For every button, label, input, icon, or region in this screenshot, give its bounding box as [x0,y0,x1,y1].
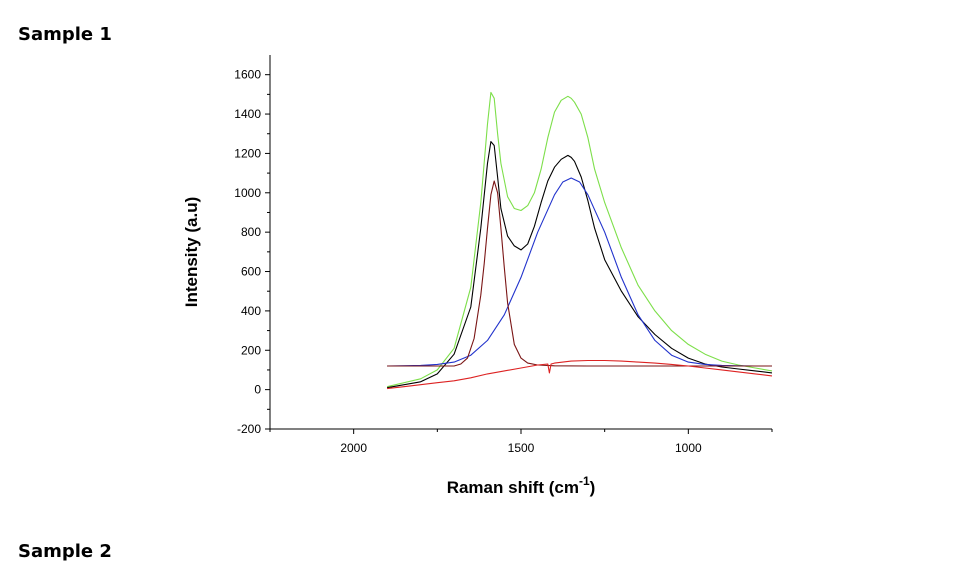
y-tick-label: 0 [254,383,261,397]
y-tick-label: 1400 [234,107,261,121]
page-heading: Sample 1 [18,24,112,45]
series-line-1 [386,91,773,388]
chart-series-group [386,91,773,390]
x-axis-label: Raman shift (cm-1) [447,474,596,497]
series-line-3 [387,177,772,367]
series-line-2 [387,141,773,389]
y-tick-label: 800 [241,225,261,239]
y-tick-label: 600 [241,265,261,279]
x-tick-label: 2000 [340,441,367,455]
x-tick-label: 1500 [508,441,535,455]
y-tick-label: 1000 [234,186,261,200]
series-line-4 [387,180,772,367]
series-line-5 [387,359,773,390]
y-axis-label: Intensity (a.u) [182,197,201,308]
x-axis-label-close: ) [590,478,596,497]
x-axis-label-main: Raman shift (cm [447,478,579,497]
chart-axes: -200 0 200 400 600 800 1000 1200 1400 1600 2000 150… [234,55,773,455]
x-tick-label: 1000 [675,441,702,455]
y-tick-label: 200 [241,343,261,357]
y-tick-label: -200 [237,422,261,436]
x-axis-label-superscript: -1 [579,474,590,488]
y-tick-label: 1600 [234,68,261,82]
y-tick-label: 400 [241,304,261,318]
y-tick-label: 1200 [234,146,261,160]
